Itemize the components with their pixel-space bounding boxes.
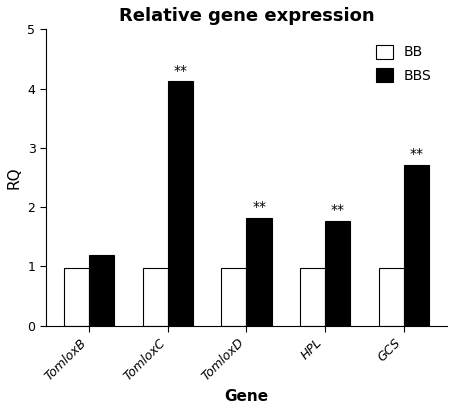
Bar — [379, 268, 404, 326]
X-axis label: Gene: Gene — [224, 389, 269, 404]
Text: **: ** — [252, 200, 266, 214]
Bar — [64, 268, 89, 326]
Title: Relative gene expression: Relative gene expression — [118, 7, 374, 25]
Bar — [89, 254, 114, 326]
Bar — [300, 268, 325, 326]
Y-axis label: RQ: RQ — [7, 166, 22, 189]
Bar — [404, 165, 429, 326]
Bar — [168, 81, 193, 326]
Bar — [247, 218, 271, 326]
Bar — [325, 221, 350, 326]
Text: **: ** — [409, 148, 423, 162]
Bar — [143, 268, 168, 326]
Text: **: ** — [173, 64, 188, 78]
Legend: BB, BBS: BB, BBS — [368, 36, 440, 91]
Text: **: ** — [331, 203, 345, 217]
Bar — [222, 268, 247, 326]
